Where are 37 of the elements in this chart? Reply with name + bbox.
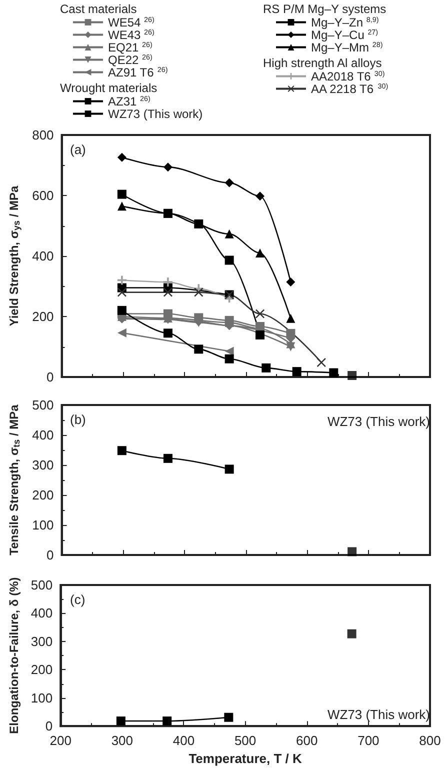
y-tick-label: 100 <box>30 690 53 706</box>
x-tick-label: 600 <box>296 733 318 748</box>
y-tick-label: 300 <box>32 458 54 472</box>
y-tick-label: 400 <box>32 428 54 442</box>
x-tick-label: 300 <box>111 733 134 748</box>
y-tick-label: 600 <box>32 188 54 203</box>
annotation: (b) <box>70 412 86 427</box>
y-axis-title: Tensile Strength, σts / MPa <box>7 404 22 556</box>
y-tick-label: 200 <box>32 488 54 502</box>
y-axis-title: Elongation-to-Failure, δ (%) <box>7 577 21 734</box>
y-tick-label: 300 <box>30 634 53 649</box>
y-tick-label: 500 <box>32 398 54 412</box>
annotation: (c) <box>70 592 86 607</box>
x-tick-label: 400 <box>172 733 195 748</box>
y-tick-label: 200 <box>30 662 53 678</box>
text: Wrought materials <box>60 81 158 95</box>
text: RS P/M Mg–Y systems <box>263 2 386 16</box>
y-tick-label: 100 <box>32 518 54 532</box>
x-tick-label: 800 <box>419 733 441 748</box>
annotation: WZ73 (This work) <box>327 707 430 722</box>
legend-label: WZ73 (This work) <box>108 106 203 121</box>
text: Cast materials <box>60 2 137 16</box>
annotation: WZ73 (This work) <box>327 414 430 429</box>
y-tick-label: 400 <box>30 606 53 621</box>
y-tick-label: 800 <box>32 128 54 142</box>
text: High strength Al alloys <box>263 56 382 70</box>
y-tick-label: 0 <box>45 718 53 734</box>
x-tick-label: 700 <box>358 733 380 748</box>
y-tick-label: 400 <box>32 248 54 264</box>
y-axis-title: Yield Strength, σys / MPa <box>7 185 22 326</box>
annotation: (a) <box>70 142 86 157</box>
y-tick-label: 500 <box>30 578 53 592</box>
x-tick-label: 500 <box>234 733 256 748</box>
x-axis-title: Temperature, T / K <box>188 751 302 766</box>
y-tick-label: 0 <box>46 548 54 562</box>
y-tick-label: 0 <box>46 370 54 384</box>
y-tick-label: 200 <box>32 309 54 324</box>
